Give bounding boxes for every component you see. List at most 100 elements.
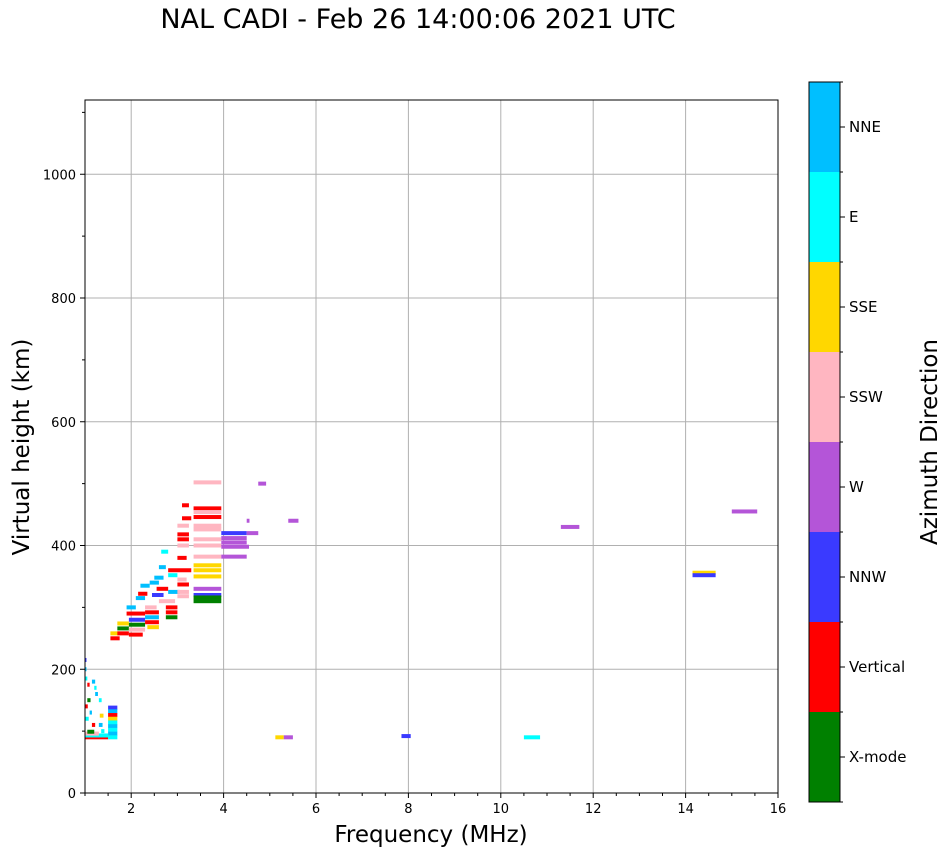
echo-mark bbox=[177, 532, 189, 537]
colorbar-tick-label: X-mode bbox=[849, 748, 906, 766]
echo-mark bbox=[87, 698, 91, 703]
echo-mark bbox=[221, 531, 247, 536]
colorbar-segment bbox=[809, 442, 840, 532]
colorbar-segment bbox=[809, 622, 840, 712]
echo-mark bbox=[145, 605, 157, 610]
echo-mark bbox=[193, 554, 222, 559]
echo-mark bbox=[193, 563, 222, 568]
axis-ticks: 2 4 6 8 10 12 14 16 0 200 400 600 800 1000 bbox=[43, 111, 787, 817]
echo-mark bbox=[193, 506, 222, 511]
echo-mark bbox=[182, 516, 192, 521]
echo-mark bbox=[288, 518, 299, 523]
y-tick-label: 800 bbox=[51, 292, 76, 307]
x-tick-label: 4 bbox=[219, 802, 227, 817]
x-tick-label: 10 bbox=[493, 802, 510, 817]
echo-mark bbox=[128, 627, 146, 632]
echo-mark bbox=[193, 599, 222, 604]
colorbar-segment bbox=[809, 172, 840, 262]
echo-mark bbox=[87, 682, 90, 687]
echo-mark bbox=[193, 586, 222, 591]
echo-mark bbox=[108, 705, 118, 710]
echo-mark bbox=[221, 540, 247, 545]
echo-mark bbox=[193, 543, 222, 548]
x-axis-label: Frequency (MHz) bbox=[334, 822, 527, 848]
echo-mark bbox=[560, 524, 580, 529]
echo-mark bbox=[98, 698, 102, 703]
echo-mark bbox=[168, 573, 178, 578]
echo-mark bbox=[99, 713, 104, 718]
echo-mark bbox=[108, 731, 118, 736]
plot-frame bbox=[84, 99, 779, 794]
echo-mark bbox=[168, 568, 192, 573]
echo-mark bbox=[193, 593, 222, 597]
echo-mark bbox=[177, 589, 189, 594]
x-tick-label: 14 bbox=[677, 802, 694, 817]
x-tick-label: 6 bbox=[312, 802, 320, 817]
echo-mark bbox=[117, 621, 129, 626]
x-tick-label: 8 bbox=[404, 802, 412, 817]
echo-mark bbox=[283, 735, 293, 740]
echo-mark bbox=[193, 480, 222, 485]
echo-mark bbox=[523, 735, 541, 740]
echo-mark bbox=[85, 716, 89, 721]
echo-mark bbox=[275, 735, 284, 740]
echo-mark bbox=[128, 617, 146, 622]
echo-mark bbox=[108, 716, 118, 721]
echo-mark bbox=[117, 626, 129, 631]
echo-mark bbox=[177, 577, 187, 582]
echo-mark bbox=[177, 543, 189, 548]
echo-mark bbox=[193, 568, 222, 573]
echo-mark bbox=[193, 595, 222, 600]
echo-mark bbox=[145, 620, 159, 625]
echo-mark bbox=[147, 625, 159, 630]
echo-mark bbox=[158, 565, 166, 570]
echo-mark bbox=[692, 573, 716, 578]
echo-mark bbox=[145, 610, 159, 615]
echo-mark bbox=[128, 632, 143, 637]
echo-mark bbox=[145, 615, 159, 620]
echo-mark bbox=[177, 582, 189, 587]
echo-mark bbox=[94, 685, 97, 690]
echo-mark bbox=[108, 713, 118, 718]
echo-mark bbox=[117, 631, 129, 636]
colorbar-segment bbox=[809, 532, 840, 622]
colorbar-tick-label: NNW bbox=[849, 568, 886, 586]
colorbar-label: Azimuth Direction bbox=[917, 339, 943, 545]
echo-mark bbox=[165, 605, 178, 610]
x-tick-label: 2 bbox=[127, 802, 135, 817]
colorbar-tick-label: Vertical bbox=[849, 658, 905, 676]
echo-mark bbox=[246, 531, 259, 536]
echo-mark bbox=[158, 599, 176, 604]
echo-mark bbox=[128, 622, 146, 627]
echo-mark bbox=[156, 586, 169, 591]
echo-mark bbox=[85, 657, 87, 662]
echo-mark bbox=[91, 722, 96, 727]
echo-mark bbox=[731, 509, 758, 514]
echo-mark bbox=[126, 605, 136, 610]
y-tick-label: 0 bbox=[68, 787, 76, 802]
y-tick-label: 400 bbox=[51, 540, 76, 555]
colorbar-segment bbox=[809, 712, 840, 802]
echo-mark bbox=[135, 596, 146, 601]
colorbar-tick-label: NNE bbox=[849, 118, 881, 136]
colorbar-frame bbox=[808, 81, 841, 803]
echo-mark bbox=[692, 570, 716, 575]
echo-mark bbox=[149, 580, 159, 585]
colorbar-segment bbox=[809, 262, 840, 352]
echo-mark bbox=[110, 631, 120, 636]
y-tick-label: 200 bbox=[51, 663, 76, 678]
echo-mark bbox=[101, 729, 105, 734]
echo-mark bbox=[193, 515, 222, 520]
echo-mark bbox=[140, 583, 150, 588]
colorbar-tick-label: SSW bbox=[849, 388, 883, 406]
echo-mark bbox=[108, 709, 118, 714]
echo-mark bbox=[177, 555, 187, 560]
echo-mark bbox=[108, 727, 118, 732]
echo-mark bbox=[110, 636, 120, 641]
x-tick-label: 16 bbox=[770, 802, 787, 817]
echo-mark bbox=[221, 554, 247, 559]
colorbar-tick-label: W bbox=[849, 478, 864, 496]
y-tick-label: 600 bbox=[51, 416, 76, 431]
colorbar: X-mode Vertical NNW W SSW SSE E NNE bbox=[808, 81, 906, 803]
